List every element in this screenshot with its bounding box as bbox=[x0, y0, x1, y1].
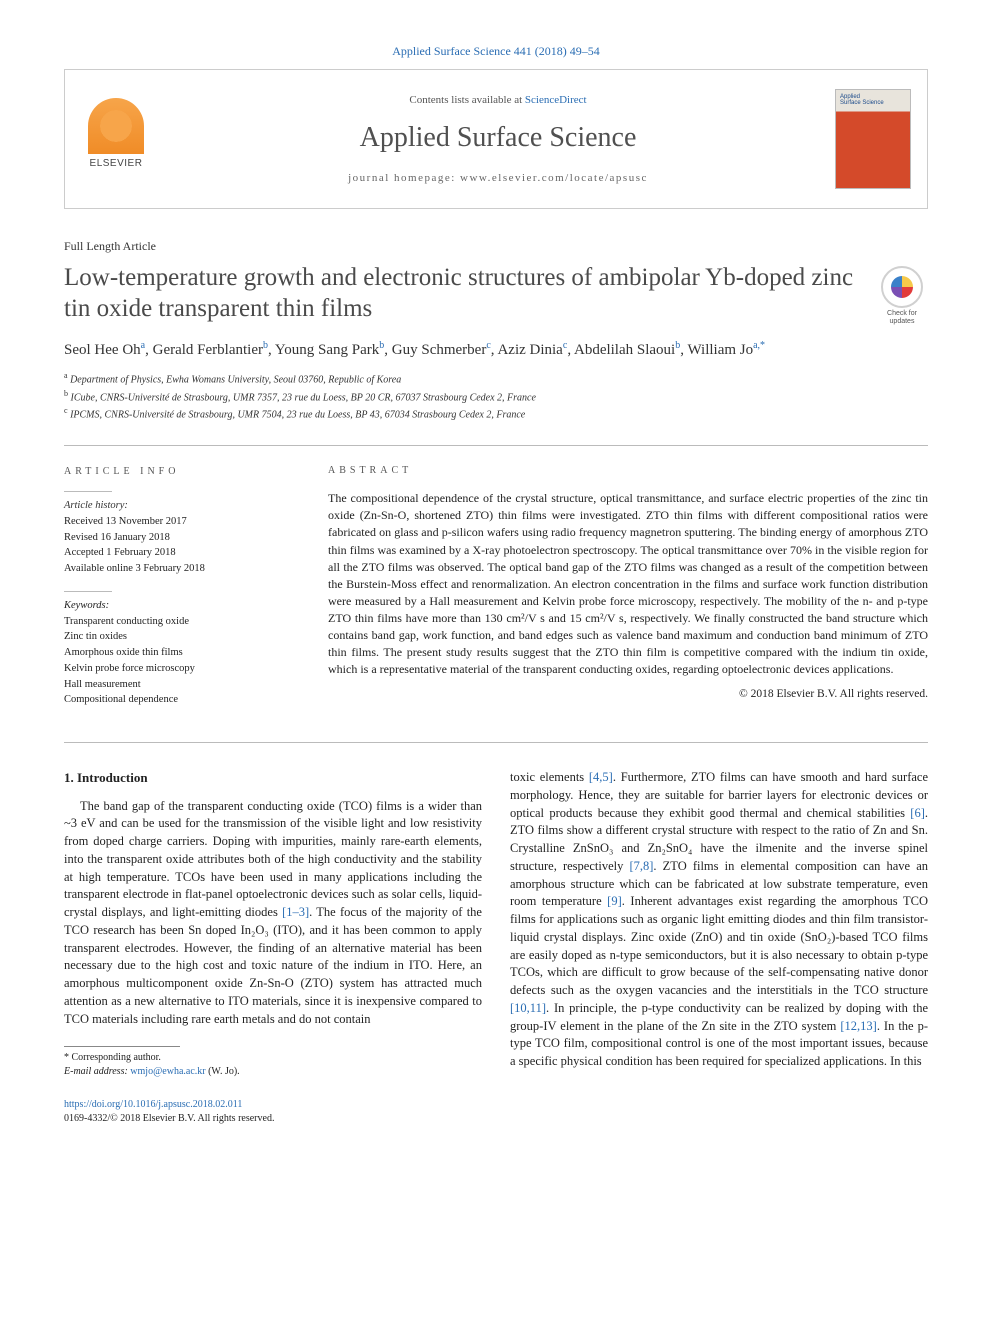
keyword-item: Kelvin probe force microscopy bbox=[64, 661, 292, 677]
ref-12-13[interactable]: [12,13] bbox=[840, 1019, 876, 1033]
corresponding-email[interactable]: wmjo@ewha.ac.kr bbox=[130, 1066, 205, 1077]
ref-4-5[interactable]: [4,5] bbox=[589, 770, 613, 784]
citation-line: Applied Surface Science 441 (2018) 49–54 bbox=[64, 44, 928, 59]
page-footer: https://doi.org/10.1016/j.apsusc.2018.02… bbox=[64, 1098, 928, 1125]
ref-7-8[interactable]: [7,8] bbox=[629, 859, 653, 873]
ref-1-3[interactable]: [1–3] bbox=[282, 905, 309, 919]
email-who: (W. Jo). bbox=[206, 1066, 240, 1077]
ref-6[interactable]: [6] bbox=[910, 806, 925, 820]
elsevier-logo: ELSEVIER bbox=[81, 98, 151, 180]
article-type: Full Length Article bbox=[64, 239, 928, 254]
abstract-head: abstract bbox=[328, 464, 928, 478]
journal-homepage: journal homepage: www.elsevier.com/locat… bbox=[175, 172, 821, 184]
history-available: Available online 3 February 2018 bbox=[64, 561, 292, 577]
keyword-item: Hall measurement bbox=[64, 677, 292, 693]
cover-title: Applied Surface Science bbox=[840, 94, 884, 106]
email-label: E-mail address: bbox=[64, 1066, 130, 1077]
abstract-text: The compositional dependence of the crys… bbox=[328, 490, 928, 677]
keyword-item: Compositional dependence bbox=[64, 692, 292, 708]
keyword-item: Zinc tin oxides bbox=[64, 629, 292, 645]
article-info-head: article info bbox=[64, 464, 292, 479]
history-accepted: Accepted 1 February 2018 bbox=[64, 545, 292, 561]
intro-paragraph-col1: The band gap of the transparent conducti… bbox=[64, 798, 482, 1029]
keyword-item: Transparent conducting oxide bbox=[64, 614, 292, 630]
affiliation-a: Department of Physics, Ewha Womans Unive… bbox=[70, 374, 401, 385]
journal-cover-thumbnail: Applied Surface Science bbox=[835, 89, 911, 189]
updates-line2: updates bbox=[890, 318, 915, 325]
body-two-column: 1. Introduction The band gap of the tran… bbox=[64, 769, 928, 1078]
keywords-list: Transparent conducting oxideZinc tin oxi… bbox=[64, 614, 292, 709]
keywords-label: Keywords: bbox=[64, 598, 292, 614]
corresponding-label: * Corresponding author. bbox=[64, 1051, 482, 1065]
article-title: Low-temperature growth and electronic st… bbox=[64, 262, 860, 325]
doi-link[interactable]: https://doi.org/10.1016/j.apsusc.2018.02… bbox=[64, 1099, 242, 1110]
journal-header-box: ELSEVIER Contents lists available at Sci… bbox=[64, 69, 928, 209]
intro-paragraph-col2: toxic elements [4,5]. Furthermore, ZTO f… bbox=[510, 769, 928, 1071]
ref-10-11[interactable]: [10,11] bbox=[510, 1001, 546, 1015]
history-label: Article history: bbox=[64, 498, 292, 514]
history-received: Received 13 November 2017 bbox=[64, 514, 292, 530]
affiliations: a Department of Physics, Ewha Womans Uni… bbox=[64, 370, 928, 423]
affiliation-b: ICube, CNRS-Université de Strasbourg, UM… bbox=[71, 392, 536, 403]
authors-line: Seol Hee Oha, Gerald Ferblantierb, Young… bbox=[64, 339, 928, 360]
updates-line1: Check for bbox=[887, 310, 917, 317]
journal-name: Applied Surface Science bbox=[175, 122, 821, 154]
affiliation-c: IPCMS, CNRS-Université de Strasbourg, UM… bbox=[70, 410, 525, 421]
history-revised: Revised 16 January 2018 bbox=[64, 530, 292, 546]
section-divider bbox=[64, 742, 928, 743]
abstract-column: abstract The compositional dependence of… bbox=[328, 464, 928, 708]
crossmark-icon bbox=[881, 266, 923, 308]
publisher-logo-cell: ELSEVIER bbox=[81, 98, 175, 180]
issn-copyright: 0169-4332/© 2018 Elsevier B.V. All right… bbox=[64, 1112, 928, 1126]
keyword-item: Amorphous oxide thin films bbox=[64, 645, 292, 661]
ref-9[interactable]: [9] bbox=[607, 894, 622, 908]
contents-prefix: Contents lists available at bbox=[409, 94, 524, 106]
check-updates-badge[interactable]: Check for updates bbox=[876, 266, 928, 325]
elsevier-wordmark: ELSEVIER bbox=[90, 158, 143, 169]
footnote-rule bbox=[64, 1046, 180, 1047]
section-1-heading: 1. Introduction bbox=[64, 769, 482, 787]
elsevier-tree-icon bbox=[88, 98, 144, 154]
sciencedirect-link[interactable]: ScienceDirect bbox=[525, 94, 587, 106]
abstract-copyright: © 2018 Elsevier B.V. All rights reserved… bbox=[328, 686, 928, 702]
corresponding-footnote: * Corresponding author. E-mail address: … bbox=[64, 1051, 482, 1078]
contents-lists-line: Contents lists available at ScienceDirec… bbox=[175, 94, 821, 106]
article-info-column: article info Article history: Received 1… bbox=[64, 464, 292, 708]
